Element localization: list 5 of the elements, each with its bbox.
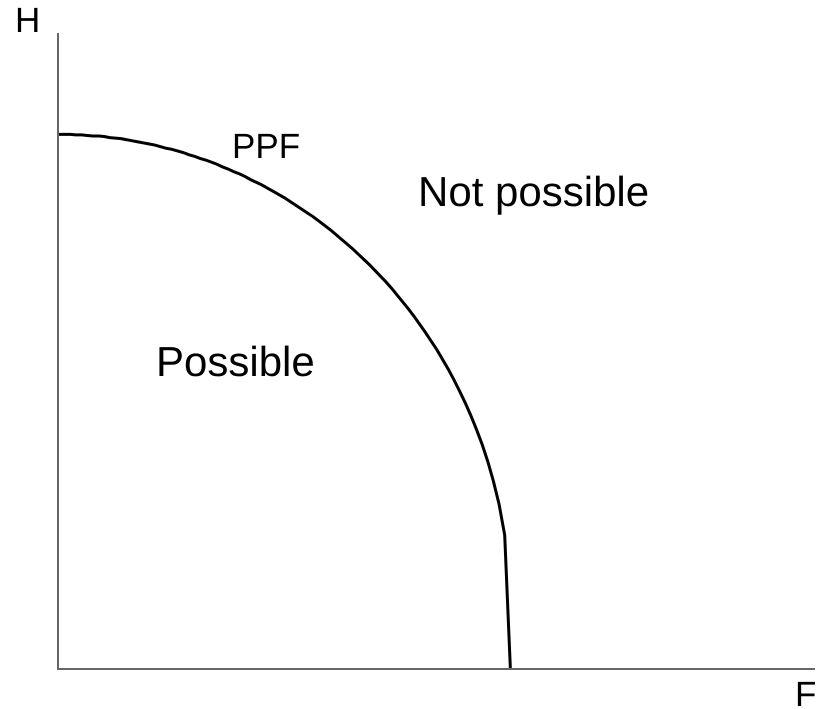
series-label: PPF bbox=[232, 127, 300, 166]
y-axis-title: H bbox=[15, 1, 40, 40]
annotation: Not possible bbox=[418, 168, 650, 215]
annotation: Possible bbox=[156, 338, 315, 385]
x-axis-title: F bbox=[795, 675, 816, 709]
